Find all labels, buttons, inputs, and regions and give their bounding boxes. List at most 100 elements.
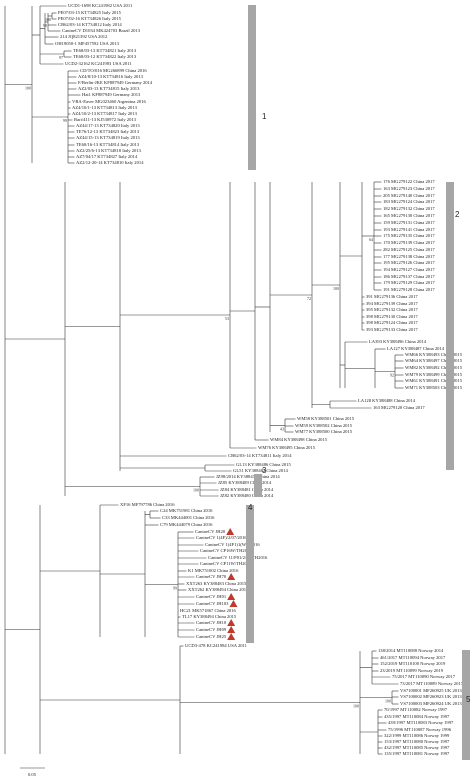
- leaf-label: 391 MG279136 China 2017: [366, 294, 418, 299]
- leaf-label: 153/1997 MT110080 Norway 1997: [384, 739, 450, 744]
- support-value: 99: [173, 585, 177, 590]
- leaf-label: 393 MG279133 China 2017: [366, 327, 418, 332]
- leaf-label: WM59 KY388502 China 2015: [295, 423, 353, 428]
- clade-bar: [246, 505, 254, 643]
- leaf-label: GL51 KY388482 China 2014: [233, 468, 288, 473]
- leaf-label: Hat1 KF887949 Germany 2013: [82, 92, 141, 97]
- leaf-label: AZ2/25/6-13 KT734818 Italy 2013: [76, 148, 142, 153]
- support-value: 100: [25, 85, 31, 90]
- leaf-label: OH19050-1 MF457592 USA 2013: [55, 41, 120, 46]
- marker-triangle: [227, 573, 236, 580]
- leaf-label: TE76/12-13 KT734823 Italy 2013: [76, 129, 140, 134]
- leaf-label: CanineCV 1(4F1)1(WT)2016: [205, 542, 260, 547]
- leaf-label: AZ7/04/17 KT734827 Italy 2014: [76, 154, 138, 159]
- leaf-label: PE07/02-16 KT734826 Italy 2015: [58, 16, 122, 21]
- leaf-label: 186 MG279137 China 2017: [383, 274, 435, 279]
- leaf-label: 191 MG279128 China 2017: [383, 287, 435, 292]
- leaf-label: 175 MG279135 China 2017: [383, 233, 435, 238]
- leaf-label: 435/1997 MT110084 Norway 1997: [384, 714, 450, 719]
- leaf-label: CanineCV 11/P01/2/16/TH2016: [208, 555, 268, 560]
- leaf-label: TE60/16-13 KT734814 Italy 2013: [76, 142, 140, 147]
- leaf-label: 439/1997 MT110083 Norway 1997: [388, 720, 454, 725]
- clade-label: 3: [262, 466, 267, 475]
- leaf-label: JZ98/2014 KY388479 China 2014: [216, 474, 280, 479]
- leaf-label: PE07/03-15 KT734825 Italy 2015: [58, 10, 122, 15]
- clade-bar: [462, 650, 470, 760]
- leaf-label: 75/2017 MT110090 Norway 2017: [392, 674, 456, 679]
- marker-triangle: [227, 626, 236, 633]
- support-value: 64: [369, 237, 373, 242]
- leaf-label: 394 MG279139 China 2017: [366, 301, 418, 306]
- leaf-label: CanineCV JH10: [196, 620, 227, 625]
- support-value: 53: [225, 316, 229, 321]
- leaf-label: VS7100003 MF260924 UK 2013: [400, 701, 462, 706]
- clade-bar: [254, 474, 262, 497]
- leaf-label: 163 MG279120 China 2017: [373, 405, 425, 410]
- leaf-label: 165 MG279130 China 2017: [383, 213, 435, 218]
- leaf-label: 193 MG279141 China 2017: [383, 227, 435, 232]
- leaf-label: 398 MG279130 China 2017: [366, 314, 418, 319]
- leaf-label: 75/1996 MT110087 Norway 1996: [388, 727, 452, 732]
- leaf-label: LA127 KY388487 China 2014: [387, 346, 445, 351]
- leaf-label: 159 MG279131 China 2017: [383, 220, 435, 225]
- leaf-label: AZ2/12-20-14 KT734810 Italy 2014: [76, 160, 144, 165]
- leaf-label: WM66 KY388493 China 2015: [405, 352, 463, 357]
- leaf-label: AZ44/17-13 KT734820 Italy 2013: [76, 123, 140, 128]
- clade-label: 1: [262, 112, 267, 121]
- support-value: 92: [390, 372, 394, 377]
- leaf-label: 176 MG279122 China 2017: [383, 179, 435, 184]
- marker-triangle: [226, 528, 235, 535]
- leaf-label: LA128 KY388488 China 2014: [358, 398, 416, 403]
- leaf-label: CanineCV JH103: [196, 601, 229, 606]
- leaf-label: AZ44/15-13 KT734819 Italy 2013: [76, 135, 140, 140]
- marker-triangle: [227, 593, 236, 600]
- leaf-label: 73/2017 MT110089 Norway 2017: [400, 681, 464, 686]
- leaf-label: XXT263 KY388483 China 2015: [186, 581, 247, 586]
- leaf-label: CB62/03-14 KT734812 Italy 2014: [58, 22, 122, 27]
- leaf-label: UCD3-478 KC241984 USA 2011: [185, 643, 248, 648]
- leaf-label: 70/1997 MT110082 Norway 1997: [384, 707, 448, 712]
- leaf-label: VBA-Eaver MG023460 Argentina 2016: [72, 99, 146, 104]
- leaf-label: CanineCV JH09: [196, 627, 227, 632]
- leaf-label: CanineCV JH70: [196, 574, 227, 579]
- leaf-label: 183 MG279124 China 2017: [383, 199, 435, 204]
- marker-triangle: [227, 619, 236, 626]
- support-value: 72: [307, 296, 311, 301]
- leaf-label: 135/1997 MT110081 Norway 1997: [384, 751, 450, 756]
- leaf-label: VS7100001 MF260925 UK 2013: [400, 688, 462, 693]
- marker-triangle: [229, 600, 238, 607]
- leaf-label: XF16 MF797786 China 2016: [120, 502, 175, 507]
- leaf-label: WM79 KY388499 China 2015: [405, 372, 463, 377]
- leaf-label: TE68/03-13 KT734821 Italy 2013: [73, 48, 137, 53]
- support-value: 99: [63, 118, 67, 123]
- clade-label: 5: [466, 695, 471, 704]
- support-value: 100: [333, 286, 339, 291]
- leaf-label: CanineCV CP11W/TH2016: [200, 561, 252, 566]
- leaf-label: GL13 KY388486 China 2015: [236, 462, 291, 467]
- marker-triangle: [227, 633, 236, 640]
- leaf-label: 194 MG279127 China 2017: [383, 267, 435, 272]
- leaf-label: 179 MG279129 China 2017: [383, 280, 435, 285]
- support-value: 100: [353, 703, 359, 708]
- leaf-label: 432/1997 MT110085 Norway 1997: [384, 745, 450, 750]
- leaf-label: 177 MG279138 China 2017: [383, 254, 435, 259]
- leaf-label: UCD1-1698 KC241982 USA 2011: [68, 3, 133, 8]
- leaf-label: AZ4/8/10-13 KT734816 Italy 2013: [78, 74, 144, 79]
- support-value: 43: [280, 426, 284, 431]
- leaf-label: XXT262 KY388494 China 2015: [188, 587, 249, 592]
- leaf-label: WM84 KY388498 China 2015: [270, 437, 328, 442]
- leaf-label: CanineCV D1034 MK424703 Brazil 2013: [62, 28, 141, 33]
- leaf-label: WM64 KY388497 China 2015: [405, 358, 463, 363]
- leaf-label: VS7100002 MF260923 UK 2013: [400, 694, 462, 699]
- leaf-label: 23/2019 MT110099 Norway 2019: [380, 668, 444, 673]
- leaf-label: 163 MG279123 China 2017: [383, 186, 435, 191]
- leaf-label: 138/2014 MT110088 Norway 2014: [378, 648, 444, 653]
- leaf-label: Bari/411-13 KJ530972 Italy 2013: [74, 117, 137, 122]
- clade-bar: [248, 5, 256, 170]
- leaf-label: CB62/03-14 KT734811 Italy 2014: [228, 453, 292, 458]
- leaf-label: 398 MG279124 China 2017: [366, 320, 418, 325]
- leaf-label: K1 MK751002 China 2016: [188, 568, 239, 573]
- leaf-label: HC21 MK571867 China 2016: [180, 608, 236, 613]
- leaf-label: F/Berlin-JKE KF887949 Germany 2014: [78, 80, 153, 85]
- leaf-label: JZ84 KY388481 China 2014: [220, 487, 274, 492]
